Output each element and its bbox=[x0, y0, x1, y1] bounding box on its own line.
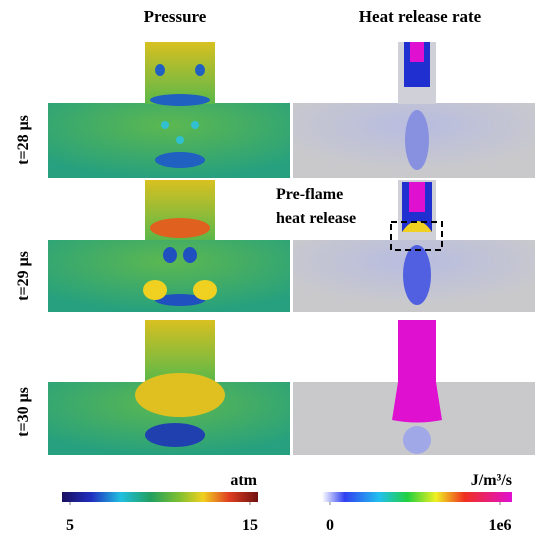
tick-label: 15 bbox=[242, 517, 258, 534]
colorbar bbox=[62, 492, 258, 502]
row-label: t=28 μs bbox=[15, 115, 32, 165]
tick-label: 5 bbox=[66, 517, 74, 534]
colorbar bbox=[322, 492, 512, 502]
row-label: t=30 μs bbox=[15, 387, 32, 437]
annotation: Pre-flame bbox=[276, 186, 343, 203]
tick-label: 0 bbox=[326, 517, 334, 534]
annotation: heat release bbox=[276, 210, 356, 227]
colorbar-unit: atm bbox=[230, 472, 257, 489]
column-title: Heat release rate bbox=[359, 7, 482, 26]
row-label: t=29 μs bbox=[15, 251, 32, 301]
panels bbox=[48, 42, 535, 455]
tick-label: 1e6 bbox=[488, 517, 511, 534]
annotation-box bbox=[390, 221, 443, 251]
column-title: Pressure bbox=[144, 7, 207, 26]
colorbar-unit: J/m³/s bbox=[471, 472, 512, 489]
